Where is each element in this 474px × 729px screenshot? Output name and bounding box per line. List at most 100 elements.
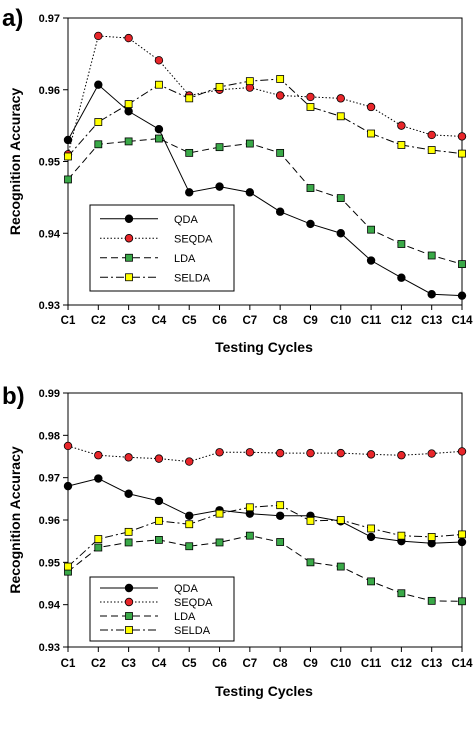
data-point-seqda: [336, 94, 345, 103]
data-point-seqda: [306, 92, 315, 102]
legend: QDA SEQDA LDA SELDA: [89, 204, 235, 292]
data-point-seqda: [275, 448, 285, 458]
data-point-selda: [124, 100, 133, 108]
data-point-qda: [427, 290, 436, 299]
data-point-selda: [336, 516, 345, 524]
x-tick-label: C5: [182, 658, 197, 670]
data-point-selda: [367, 129, 375, 138]
data-point-qda: [397, 273, 406, 282]
data-point-lda: [276, 538, 285, 546]
y-tick-label: 0.93: [39, 642, 60, 654]
data-point-seqda: [427, 449, 436, 458]
data-point-qda: [185, 511, 194, 520]
data-point-qda: [154, 125, 164, 134]
data-point-lda: [124, 538, 133, 547]
legend-label-qda: QDA: [174, 583, 199, 595]
data-point-qda: [94, 474, 103, 483]
x-tick-label: C11: [361, 315, 382, 327]
data-point-selda: [215, 509, 224, 518]
data-point-qda: [154, 496, 164, 506]
data-point-seqda: [366, 102, 376, 112]
series-line-selda: [67, 78, 463, 157]
data-point-selda: [276, 75, 285, 83]
data-point-lda: [367, 225, 375, 234]
x-tick-label: C3: [121, 658, 136, 670]
data-point-selda: [155, 80, 163, 89]
data-point-seqda: [245, 448, 255, 457]
x-tick-label: C8: [273, 315, 288, 327]
data-point-lda: [124, 137, 133, 146]
data-point-lda: [64, 175, 72, 184]
y-tick-label: 0.96: [39, 85, 60, 97]
data-point-lda: [215, 143, 224, 152]
data-point-lda: [155, 134, 163, 143]
data-point-seqda: [124, 453, 133, 462]
data-point-lda: [215, 538, 224, 547]
data-point-lda: [458, 597, 466, 606]
data-point-seqda: [397, 121, 406, 130]
data-point-lda: [155, 535, 163, 544]
data-point-qda: [336, 229, 345, 238]
series-line-seqda: [67, 35, 463, 155]
legend-label-selda: SELDA: [174, 625, 211, 637]
data-point-selda: [276, 501, 285, 510]
data-point-selda: [367, 524, 375, 533]
data-point-qda: [306, 219, 315, 229]
x-tick-label: C3: [121, 315, 136, 327]
data-point-seqda: [427, 130, 436, 140]
data-point-lda: [185, 148, 194, 157]
x-tick-label: C2: [91, 315, 106, 327]
data-point-seqda: [154, 454, 164, 463]
y-tick-label: 0.97: [39, 473, 60, 485]
data-point-selda: [245, 77, 254, 86]
y-tick-label: 0.93: [39, 300, 60, 312]
data-point-lda: [458, 260, 466, 269]
x-tick-label: C14: [451, 658, 473, 670]
x-tick-label: C10: [330, 315, 351, 327]
data-point-seqda: [366, 450, 376, 459]
legend-label-seqda: SEQDA: [174, 233, 213, 245]
data-point-selda: [64, 152, 72, 161]
data-point-selda: [94, 535, 103, 543]
data-point-seqda: [457, 132, 467, 141]
legend-marker-seqda: [124, 234, 134, 243]
data-point-seqda: [215, 448, 224, 457]
data-point-lda: [276, 148, 285, 157]
legend-marker-selda: [125, 273, 133, 282]
y-tick-label: 0.98: [39, 430, 60, 442]
data-point-selda: [458, 149, 466, 158]
data-point-lda: [336, 562, 345, 571]
data-point-qda: [275, 511, 285, 520]
y-axis-label: Recognition Accuracy: [7, 446, 23, 594]
legend-label-lda: LDA: [174, 253, 196, 265]
y-tick-label: 0.94: [39, 600, 61, 612]
data-point-qda: [245, 188, 255, 197]
panel-label: b): [2, 383, 25, 410]
x-tick-label: C5: [182, 315, 197, 327]
series-line-qda: [67, 83, 463, 297]
legend-box: [89, 576, 235, 642]
legend-marker-selda: [125, 626, 133, 634]
data-point-lda: [336, 194, 345, 202]
data-point-seqda: [336, 448, 345, 458]
x-tick-label: C13: [421, 658, 442, 670]
data-point-seqda: [457, 447, 467, 456]
data-point-qda: [215, 182, 224, 191]
data-point-selda: [245, 503, 254, 512]
y-tick-label: 0.95: [39, 557, 60, 569]
data-point-seqda: [306, 448, 315, 458]
data-point-qda: [94, 80, 103, 89]
x-tick-label: C6: [212, 315, 227, 327]
data-point-seqda: [397, 451, 406, 460]
y-axis-label: Recognition Accuracy: [7, 88, 23, 236]
legend-label-seqda: SEQDA: [174, 597, 213, 609]
data-point-qda: [457, 291, 467, 300]
series-line-lda: [67, 138, 463, 265]
data-point-seqda: [63, 441, 73, 451]
legend-marker-qda: [124, 214, 134, 223]
data-point-lda: [427, 251, 436, 260]
x-axis-label: Testing Cycles: [215, 339, 313, 355]
data-point-selda: [94, 118, 103, 126]
data-point-selda: [215, 82, 224, 91]
